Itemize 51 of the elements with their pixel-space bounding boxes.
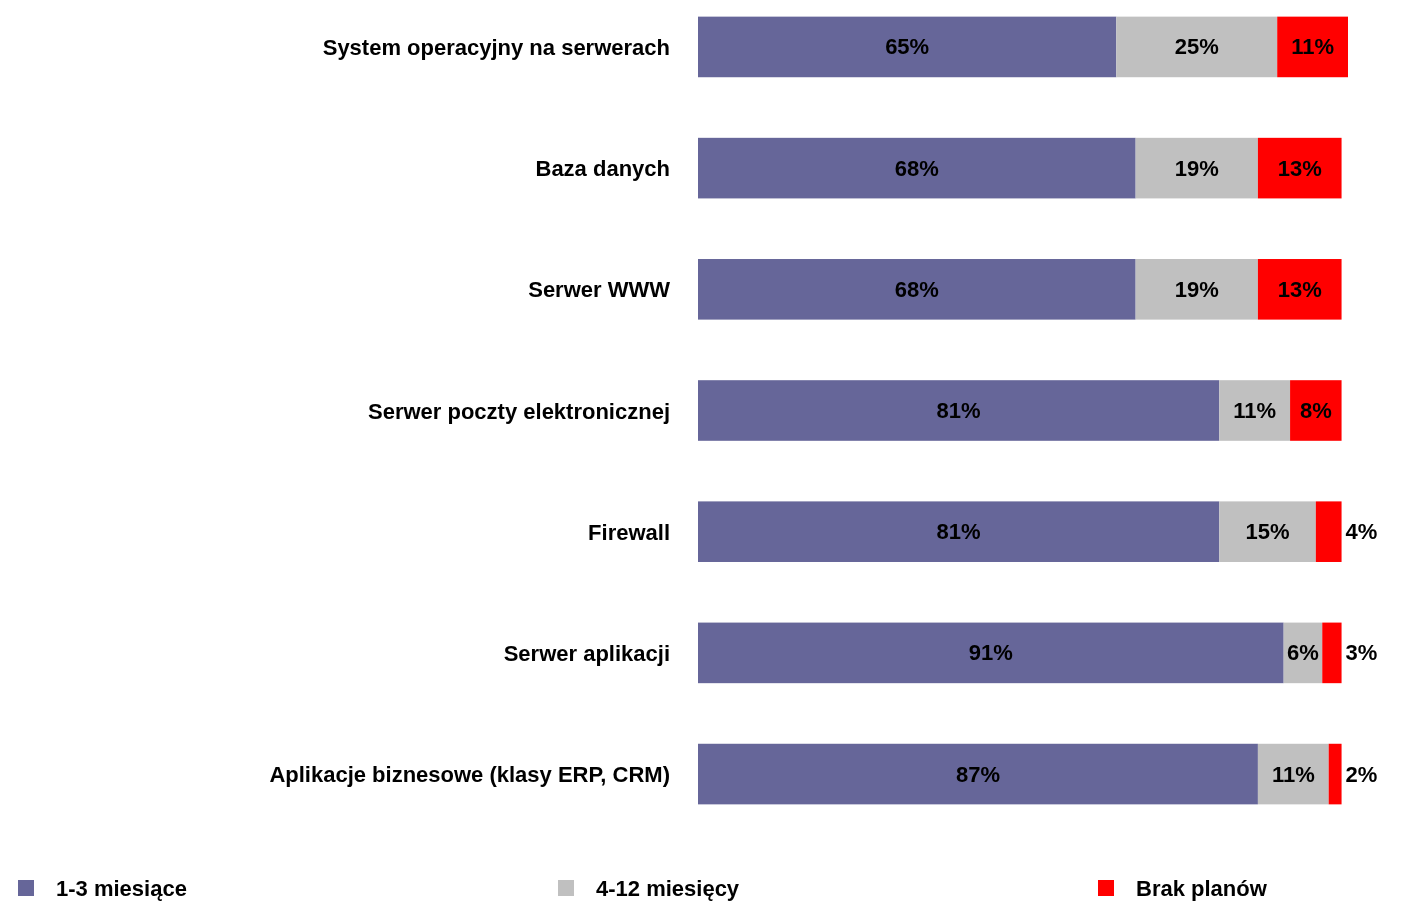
data-label: 91% (968, 640, 1013, 666)
bar (698, 16, 1117, 78)
bar (1322, 622, 1342, 684)
data-label: 65% (885, 34, 930, 60)
bar (1290, 380, 1342, 441)
data-label: 11% (1271, 761, 1315, 787)
y-tick-label: Baza danych (535, 155, 670, 181)
bar (698, 743, 1258, 805)
legend-label: Brak planów (1136, 875, 1268, 901)
data-label: 25% (1174, 34, 1219, 60)
bar (1328, 743, 1342, 805)
data-label: 6% (1287, 640, 1319, 666)
y-tick-label: Firewall (588, 519, 670, 545)
bar (1257, 743, 1329, 805)
data-label: 4% (1345, 519, 1378, 545)
y-tick-label: Serwer poczty elektronicznej (368, 398, 670, 423)
data-label: 11% (1291, 34, 1335, 60)
bar (1135, 137, 1258, 199)
bar (1219, 380, 1291, 441)
data-label: 11% (1233, 398, 1277, 423)
y-tick-label: Serwer aplikacji (503, 640, 670, 666)
y-tick-label: System operacyjny na serwerach (322, 34, 670, 60)
legend-label: 4-12 miesięcy (596, 875, 740, 901)
data-label: 19% (1174, 155, 1219, 181)
bar (1277, 16, 1348, 78)
data-label: 8% (1299, 398, 1332, 423)
data-label: 68% (894, 155, 939, 181)
data-label: 13% (1277, 155, 1322, 181)
bar (1116, 16, 1278, 78)
bar (698, 501, 1220, 562)
bar (1219, 501, 1316, 562)
bar (1135, 259, 1258, 320)
y-tick-label: Aplikacje biznesowe (klasy ERP, CRM) (269, 761, 670, 787)
data-label: 19% (1174, 276, 1219, 302)
bar (698, 137, 1136, 199)
bar (1257, 259, 1342, 320)
legend-label: 1-3 miesiące (56, 875, 187, 901)
y-tick-label: Serwer WWW (528, 276, 671, 302)
data-label: 3% (1345, 640, 1378, 666)
data-label: 87% (955, 761, 1000, 787)
bar (1257, 137, 1342, 199)
data-label: 2% (1345, 761, 1378, 787)
bar (698, 622, 1284, 684)
data-label: 81% (936, 398, 981, 423)
bar (698, 380, 1220, 441)
data-label: 81% (936, 519, 981, 545)
bar (1315, 501, 1342, 562)
data-label: 13% (1277, 276, 1322, 302)
data-label: 15% (1245, 519, 1290, 545)
data-label: 68% (894, 276, 939, 302)
bar (698, 259, 1136, 320)
